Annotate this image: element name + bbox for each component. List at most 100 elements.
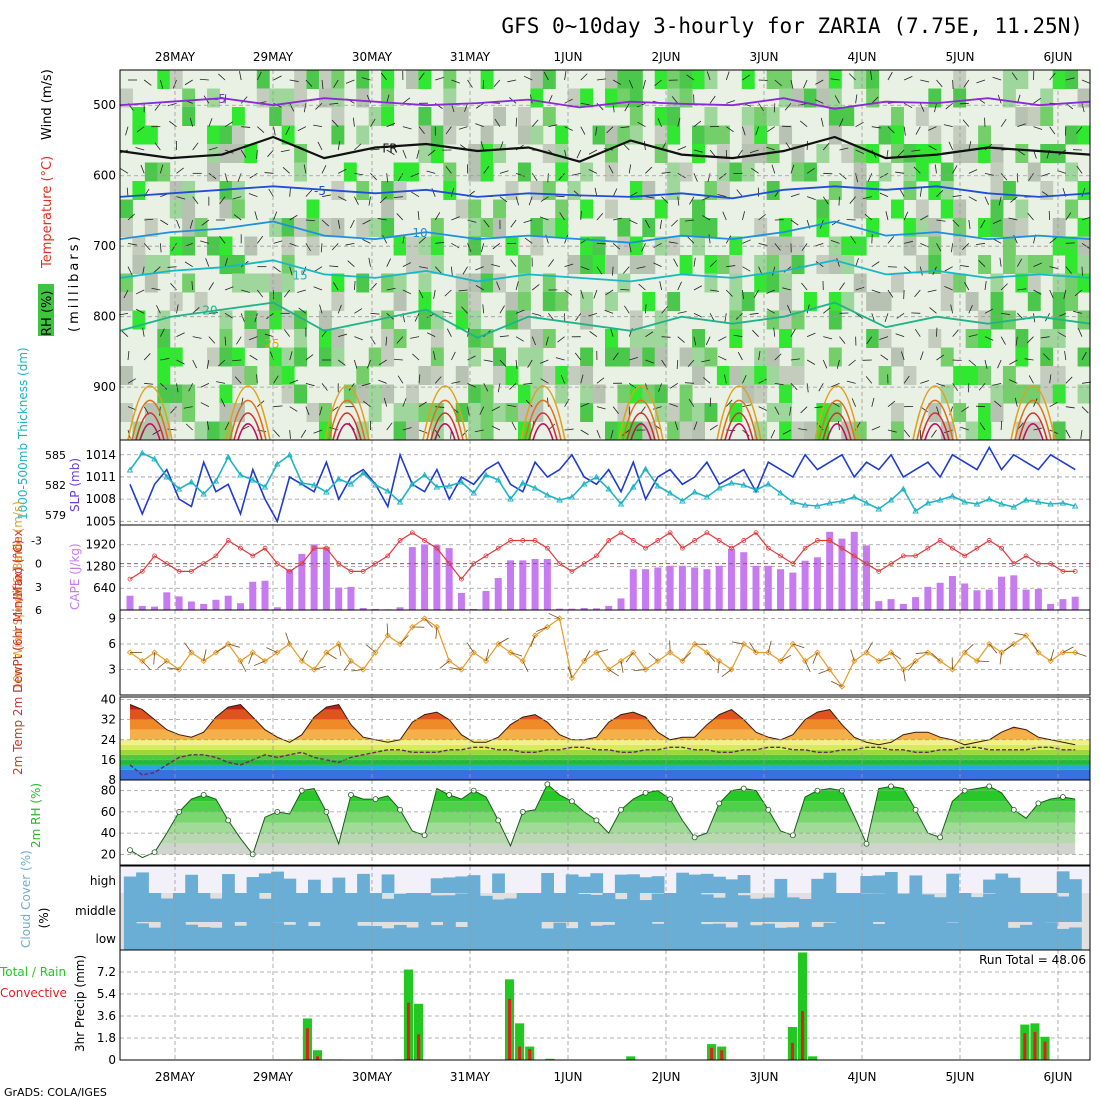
rh-cell [580, 366, 594, 385]
wind-barb [871, 126, 881, 129]
cloud-cell [1056, 871, 1070, 893]
wind-barb [726, 126, 734, 133]
rh-cell [356, 70, 370, 89]
rh-cell [468, 273, 482, 293]
wind-barb [189, 117, 194, 127]
cape-bar [359, 607, 367, 610]
cloud-cell [737, 922, 751, 950]
precip-tick-label: 7.2 [97, 965, 116, 979]
wind-barb [273, 429, 280, 437]
wind-barb [176, 167, 184, 174]
rh-cell [530, 125, 544, 145]
li-point [409, 530, 415, 536]
rh-cell [853, 199, 867, 219]
rh-point [986, 783, 993, 790]
wind-barb [677, 196, 680, 206]
wind-barb [192, 307, 200, 314]
rh-cell [418, 144, 432, 163]
rh-cell [692, 218, 705, 237]
wind-barb [555, 357, 565, 361]
cape-bar [580, 607, 588, 610]
cloud-cell [160, 898, 174, 922]
li-point [262, 545, 268, 551]
wind-barb [475, 266, 484, 271]
precip-bar [545, 1058, 555, 1060]
rh-cell [269, 292, 283, 311]
rh-cell [144, 218, 158, 237]
li-tick-label: -3 [31, 534, 42, 547]
wind-barb [1033, 126, 1043, 130]
rh-cell [393, 181, 407, 200]
rh-cell [1077, 88, 1091, 108]
wind-barb [418, 429, 428, 434]
wind-barb [1081, 79, 1091, 84]
wind-barb [726, 265, 736, 268]
rh-cell [605, 329, 618, 348]
rh-cell [940, 273, 954, 293]
wind-barb [919, 266, 923, 276]
wind-speed-point [728, 666, 735, 673]
wind-barb [709, 397, 712, 407]
cloud-cell [516, 922, 530, 950]
rh-cell [182, 88, 196, 108]
wind-barb [297, 289, 306, 293]
wind-barb [920, 380, 929, 384]
convective-bar [305, 1028, 309, 1060]
wind-barb [151, 287, 161, 291]
temp-warm-band [130, 704, 1076, 710]
rh-cell [1052, 366, 1066, 385]
warm-isotherm [924, 423, 946, 441]
rh-cell [468, 384, 482, 404]
wind-barb [1000, 173, 1008, 181]
rh-cell [406, 236, 419, 256]
rh-cell [990, 403, 1004, 422]
wind-barb [435, 626, 438, 639]
rh-cell [1065, 273, 1079, 293]
isotherm-line [119, 135, 1091, 163]
slp-tick-label: 1011 [85, 470, 116, 484]
wind-barb [273, 75, 282, 81]
rh-cell [318, 347, 332, 367]
wind-barb [321, 219, 329, 227]
precip-tick-label: 5.4 [97, 987, 116, 1001]
rh-cell [493, 403, 507, 422]
rh-cell [716, 125, 730, 145]
cloud-cell [467, 922, 481, 950]
wind-barb [548, 613, 560, 619]
cloud-cell [762, 897, 775, 922]
wind-barb [766, 289, 775, 294]
wind-barb [532, 312, 542, 317]
cape-bar [605, 605, 613, 610]
wind-speed-point [716, 657, 723, 665]
thickness-point [139, 449, 146, 456]
thickness-point [335, 475, 342, 482]
rh-cell [281, 107, 295, 126]
rh-cell [841, 236, 855, 256]
rh-cell [816, 88, 830, 108]
top-date-label: 2JUN [652, 50, 681, 64]
wind-barb [450, 266, 453, 276]
wind-barb [547, 173, 549, 183]
wind-barb [366, 359, 371, 369]
wind-barb [192, 142, 199, 151]
rh-cell [741, 125, 755, 145]
rh-cell [356, 218, 370, 237]
rh-cell [132, 107, 146, 126]
wind-barb [798, 428, 808, 431]
rh-cell [791, 236, 805, 256]
rh-cell [915, 162, 929, 182]
wind-barb [839, 336, 846, 344]
rh-cell [356, 366, 370, 385]
convective-bar [417, 1034, 421, 1060]
rh-cell [430, 310, 444, 330]
rh-cell [891, 125, 904, 145]
rh-cell [1015, 384, 1029, 404]
cloud-cell [1056, 896, 1070, 922]
rh-cell [318, 329, 332, 348]
li-point [348, 568, 354, 574]
rh-cell [231, 199, 245, 219]
rh-cell [555, 144, 569, 163]
wind-barb [523, 75, 533, 81]
rh-cell [629, 347, 643, 367]
wind-barb [709, 95, 716, 104]
